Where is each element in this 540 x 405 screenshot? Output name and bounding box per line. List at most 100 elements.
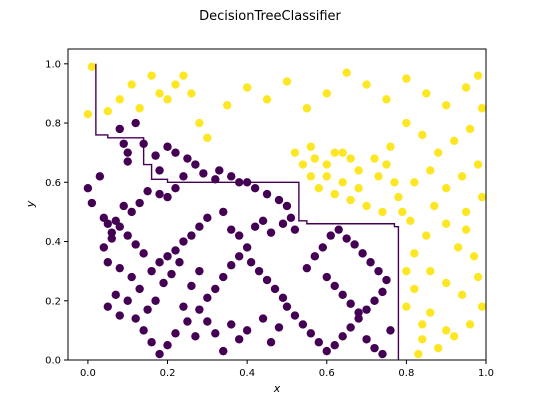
data-point-class-0 bbox=[338, 332, 347, 341]
data-point-class-1 bbox=[310, 154, 320, 163]
data-point-class-0 bbox=[219, 207, 228, 217]
data-point-class-1 bbox=[410, 178, 419, 187]
data-point-class-1 bbox=[457, 290, 467, 300]
data-point-class-1 bbox=[346, 154, 355, 163]
data-point-class-0 bbox=[179, 302, 188, 311]
data-point-class-1 bbox=[457, 172, 467, 181]
data-point-class-0 bbox=[123, 296, 132, 305]
data-point-class-1 bbox=[362, 201, 371, 211]
data-point-class-0 bbox=[254, 266, 264, 276]
x-axis-label: x bbox=[273, 382, 281, 395]
data-point-class-0 bbox=[318, 243, 327, 252]
data-point-class-0 bbox=[171, 148, 180, 157]
data-point-class-1 bbox=[461, 207, 471, 217]
data-point-class-0 bbox=[183, 154, 192, 163]
data-point-class-1 bbox=[426, 308, 435, 317]
data-point-class-0 bbox=[350, 240, 359, 249]
data-point-class-1 bbox=[302, 104, 312, 113]
data-point-class-0 bbox=[135, 198, 144, 208]
data-point-class-0 bbox=[135, 284, 144, 294]
data-point-class-0 bbox=[322, 346, 331, 356]
data-point-class-0 bbox=[386, 326, 395, 335]
data-point-class-0 bbox=[302, 263, 312, 273]
data-point-class-0 bbox=[310, 252, 320, 261]
data-point-class-0 bbox=[127, 207, 136, 217]
data-point-class-0 bbox=[107, 228, 116, 237]
data-point-class-0 bbox=[346, 323, 355, 332]
data-point-class-0 bbox=[123, 148, 132, 157]
data-point-class-0 bbox=[111, 290, 120, 300]
data-point-class-1 bbox=[354, 184, 363, 193]
data-point-class-1 bbox=[290, 148, 300, 157]
data-point-class-1 bbox=[402, 118, 411, 128]
data-point-class-1 bbox=[298, 160, 308, 169]
data-point-class-0 bbox=[346, 299, 355, 308]
data-point-class-0 bbox=[163, 252, 172, 261]
data-point-class-0 bbox=[262, 275, 272, 285]
data-point-class-0 bbox=[195, 305, 204, 314]
data-point-class-1 bbox=[262, 95, 272, 104]
data-point-class-0 bbox=[282, 302, 292, 311]
data-point-class-0 bbox=[163, 340, 172, 350]
data-point-class-1 bbox=[322, 89, 331, 98]
data-point-class-1 bbox=[422, 89, 431, 98]
data-point-class-1 bbox=[83, 109, 93, 119]
data-point-class-0 bbox=[131, 314, 140, 323]
data-point-class-0 bbox=[354, 308, 363, 317]
data-point-class-1 bbox=[410, 284, 419, 294]
data-point-class-1 bbox=[390, 178, 399, 187]
data-point-class-1 bbox=[434, 343, 443, 353]
data-point-class-1 bbox=[322, 160, 331, 169]
data-point-class-0 bbox=[266, 228, 276, 237]
data-point-class-0 bbox=[155, 258, 164, 267]
data-point-class-1 bbox=[338, 148, 347, 157]
data-point-class-0 bbox=[199, 169, 208, 178]
data-point-class-0 bbox=[358, 249, 367, 258]
data-point-class-0 bbox=[258, 216, 268, 225]
data-point-class-1 bbox=[426, 266, 435, 276]
data-point-class-0 bbox=[183, 317, 192, 326]
data-point-class-1 bbox=[155, 89, 164, 98]
data-point-class-0 bbox=[115, 311, 124, 320]
data-point-class-0 bbox=[103, 302, 113, 311]
data-point-class-0 bbox=[370, 343, 379, 353]
data-point-class-0 bbox=[322, 272, 331, 282]
y-axis-label: y bbox=[24, 200, 37, 208]
y-tick-label: 1.0 bbox=[45, 59, 61, 70]
data-point-class-1 bbox=[477, 302, 487, 311]
data-point-class-1 bbox=[418, 320, 427, 329]
data-point-class-0 bbox=[374, 266, 383, 276]
data-point-class-1 bbox=[441, 326, 451, 335]
data-point-class-0 bbox=[203, 213, 212, 223]
data-point-class-1 bbox=[115, 95, 124, 104]
data-point-class-0 bbox=[155, 349, 164, 359]
data-point-class-1 bbox=[382, 160, 391, 169]
data-point-class-0 bbox=[246, 258, 256, 267]
data-point-class-0 bbox=[242, 326, 252, 335]
data-point-class-0 bbox=[99, 213, 109, 223]
data-point-class-0 bbox=[123, 231, 132, 240]
data-point-class-0 bbox=[167, 269, 176, 279]
data-point-class-1 bbox=[410, 249, 419, 258]
data-point-class-1 bbox=[147, 71, 156, 80]
data-point-class-1 bbox=[223, 101, 232, 110]
data-point-class-0 bbox=[115, 124, 124, 134]
data-point-class-1 bbox=[434, 148, 443, 157]
data-point-class-0 bbox=[215, 166, 224, 175]
data-point-class-0 bbox=[234, 335, 244, 344]
data-point-class-1 bbox=[465, 320, 475, 329]
data-point-class-0 bbox=[342, 234, 351, 243]
data-point-class-1 bbox=[477, 104, 487, 113]
data-point-class-1 bbox=[473, 160, 483, 169]
data-point-class-0 bbox=[258, 314, 268, 323]
data-point-class-1 bbox=[370, 154, 379, 163]
data-point-class-0 bbox=[242, 243, 252, 252]
data-point-class-0 bbox=[131, 240, 140, 249]
data-point-class-0 bbox=[83, 184, 93, 193]
data-point-class-1 bbox=[473, 71, 483, 80]
data-point-class-0 bbox=[290, 311, 300, 320]
data-point-class-1 bbox=[179, 71, 188, 80]
x-tick-label: 0.2 bbox=[160, 368, 176, 379]
data-point-class-0 bbox=[163, 142, 172, 151]
